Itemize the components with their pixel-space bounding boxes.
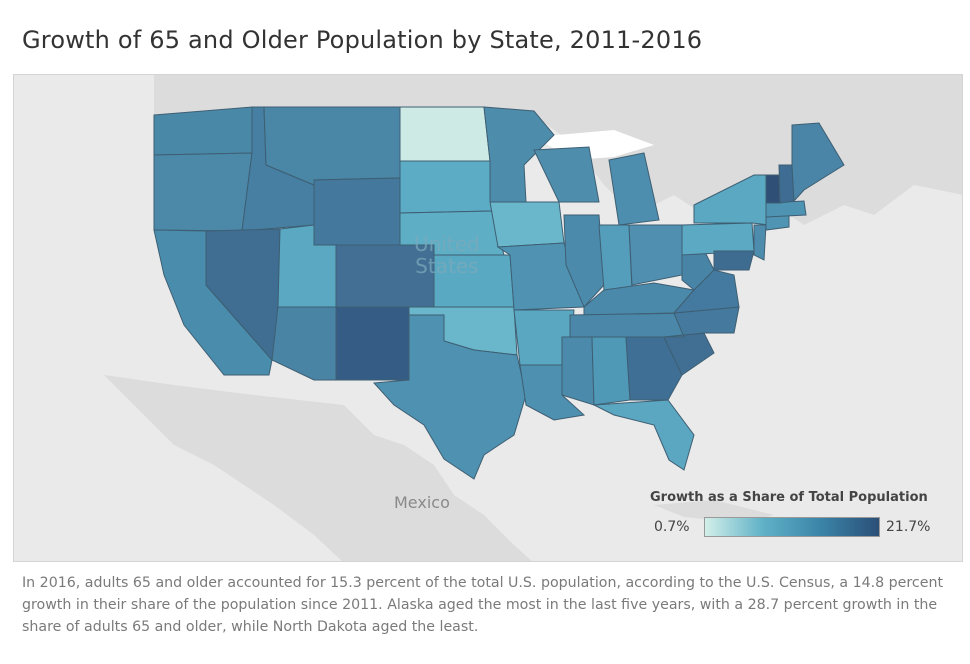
state-michigan[interactable] (608, 152, 660, 226)
state-washington[interactable] (153, 106, 253, 156)
state-north-dakota[interactable] (399, 106, 491, 162)
legend-title: Growth as a Share of Total Population (650, 490, 928, 505)
country-label: United States (414, 233, 480, 277)
legend-max-label: 21.7% (886, 519, 931, 535)
state-missouri[interactable] (496, 242, 585, 311)
state-new-hampshire[interactable] (778, 164, 795, 204)
state-oregon[interactable] (153, 152, 253, 232)
state-pennsylvania[interactable] (681, 222, 755, 256)
state-south-dakota[interactable] (399, 160, 493, 214)
state-illinois[interactable] (563, 214, 605, 308)
state-mississippi[interactable] (561, 336, 595, 406)
state-minnesota[interactable] (483, 106, 555, 203)
state-alabama[interactable] (591, 336, 631, 406)
state-vermont[interactable] (765, 174, 781, 204)
country-label-line2: States (415, 254, 479, 278)
map-canvas (14, 75, 962, 561)
state-georgia[interactable] (625, 336, 683, 401)
state-new-jersey[interactable] (753, 224, 767, 261)
mexico-label: Mexico (394, 493, 450, 512)
state-arizona[interactable] (271, 306, 337, 381)
caption-text: In 2016, adults 65 and older accounted f… (22, 575, 944, 635)
mexico-landmass (104, 375, 532, 561)
state-florida[interactable] (592, 399, 695, 471)
state-wisconsin[interactable] (533, 146, 600, 203)
legend-gradient-bar (704, 517, 880, 537)
state-indiana[interactable] (598, 224, 633, 291)
page-title: Growth of 65 and Older Population by Sta… (22, 26, 703, 54)
state-iowa[interactable] (489, 201, 565, 248)
state-ohio[interactable] (628, 224, 683, 286)
state-wyoming[interactable] (313, 177, 401, 246)
choropleth-map[interactable]: United States Mexico (13, 74, 963, 562)
country-label-line1: United (414, 232, 480, 256)
legend-min-label: 0.7% (654, 519, 690, 535)
state-new-mexico[interactable] (335, 306, 410, 381)
state-maryland[interactable] (713, 250, 755, 271)
state-texas[interactable] (372, 314, 527, 480)
state-maine[interactable] (791, 122, 845, 203)
